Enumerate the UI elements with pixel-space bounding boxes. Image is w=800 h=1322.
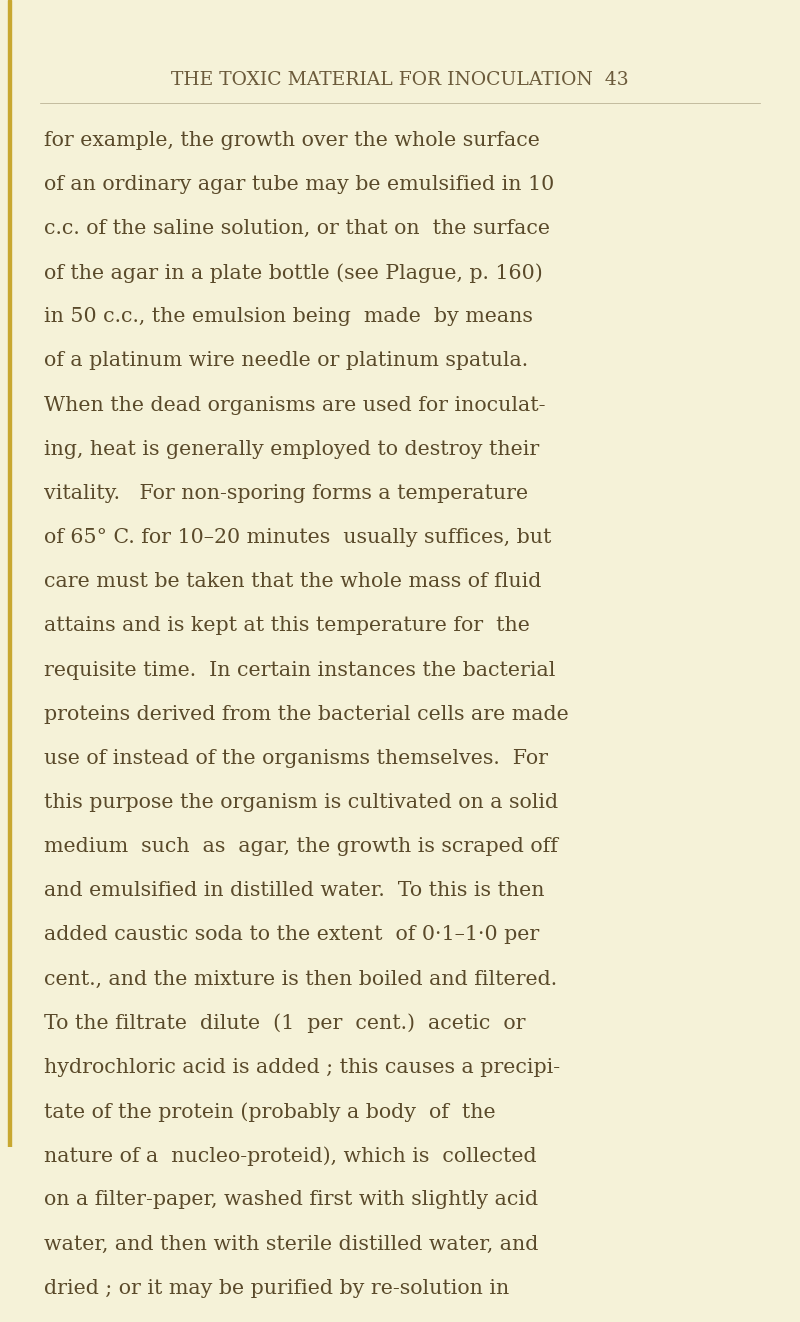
Text: of the agar in a plate bottle (see Plague, p. 160): of the agar in a plate bottle (see Plagu… xyxy=(44,263,542,283)
Text: of an ordinary agar tube may be emulsified in 10: of an ordinary agar tube may be emulsifi… xyxy=(44,175,554,194)
Text: in 50 c.c., the emulsion being  made  by means: in 50 c.c., the emulsion being made by m… xyxy=(44,307,533,327)
Text: When the dead organisms are used for inoculat-: When the dead organisms are used for ino… xyxy=(44,395,546,415)
Text: added caustic soda to the extent  of 0·1–1·0 per: added caustic soda to the extent of 0·1–… xyxy=(44,925,539,944)
Text: of a platinum wire needle or platinum spatula.: of a platinum wire needle or platinum sp… xyxy=(44,352,528,370)
Text: hydrochloric acid is added ; this causes a precipi-: hydrochloric acid is added ; this causes… xyxy=(44,1058,560,1077)
Text: cent., and the mixture is then boiled and filtered.: cent., and the mixture is then boiled an… xyxy=(44,969,557,989)
Text: medium  such  as  agar, the growth is scraped off: medium such as agar, the growth is scrap… xyxy=(44,837,558,857)
Text: water, and then with sterile distilled water, and: water, and then with sterile distilled w… xyxy=(44,1235,538,1253)
Text: care must be taken that the whole mass of fluid: care must be taken that the whole mass o… xyxy=(44,572,542,591)
Text: tate of the protein (probably a body  of  the: tate of the protein (probably a body of … xyxy=(44,1103,496,1121)
Text: nature of a  nucleo-proteid), which is  collected: nature of a nucleo-proteid), which is co… xyxy=(44,1146,537,1166)
Text: requisite time.  In certain instances the bacterial: requisite time. In certain instances the… xyxy=(44,661,555,680)
Bar xyxy=(8,0,11,1146)
Text: and emulsified in distilled water.  To this is then: and emulsified in distilled water. To th… xyxy=(44,882,545,900)
Text: of 65° C. for 10–20 minutes  usually suffices, but: of 65° C. for 10–20 minutes usually suff… xyxy=(44,527,551,547)
Text: THE TOXIC MATERIAL FOR INOCULATION  43: THE TOXIC MATERIAL FOR INOCULATION 43 xyxy=(171,71,629,89)
Text: dried ; or it may be purified by re-solution in: dried ; or it may be purified by re-solu… xyxy=(44,1278,510,1298)
Text: vitality.   For non-sporing forms a temperature: vitality. For non-sporing forms a temper… xyxy=(44,484,528,502)
Text: ing, heat is generally employed to destroy their: ing, heat is generally employed to destr… xyxy=(44,440,539,459)
Text: c.c. of the saline solution, or that on  the surface: c.c. of the saline solution, or that on … xyxy=(44,219,550,238)
Text: on a filter-paper, washed first with slightly acid: on a filter-paper, washed first with sli… xyxy=(44,1190,538,1210)
Text: for example, the growth over the whole surface: for example, the growth over the whole s… xyxy=(44,131,540,149)
Text: use of instead of the organisms themselves.  For: use of instead of the organisms themselv… xyxy=(44,748,548,768)
Text: this purpose the organism is cultivated on a solid: this purpose the organism is cultivated … xyxy=(44,793,558,812)
Text: attains and is kept at this temperature for  the: attains and is kept at this temperature … xyxy=(44,616,530,636)
Text: To the filtrate  dilute  (1  per  cent.)  acetic  or: To the filtrate dilute (1 per cent.) ace… xyxy=(44,1014,526,1034)
Text: proteins derived from the bacterial cells are made: proteins derived from the bacterial cell… xyxy=(44,705,569,723)
